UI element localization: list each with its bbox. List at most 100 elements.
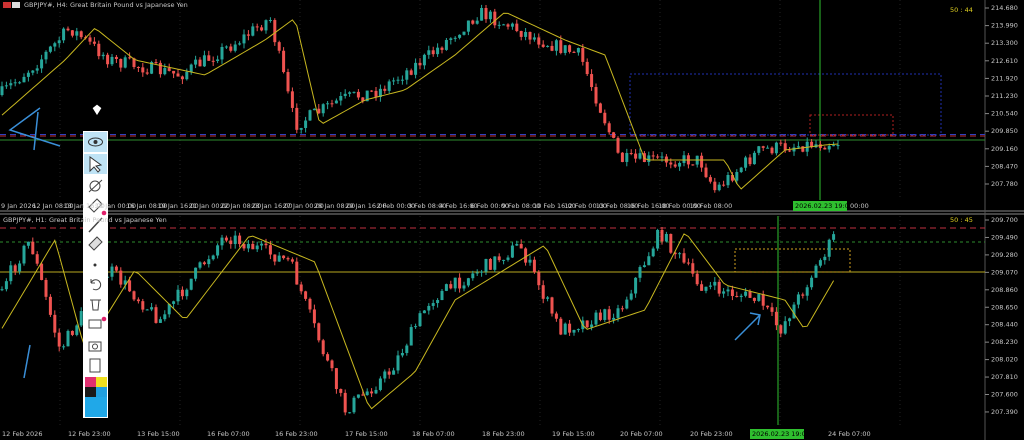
flag-icon	[12, 2, 20, 8]
price-label: 210.540	[991, 110, 1018, 118]
rectangle-object[interactable]	[734, 248, 851, 273]
candle-body	[748, 291, 752, 298]
candle-body	[22, 76, 26, 83]
candle-body	[524, 31, 528, 37]
price-label: 208.020	[991, 356, 1018, 364]
price-label: 207.600	[991, 391, 1018, 399]
price-label: 213.990	[991, 22, 1018, 30]
rectangle-object[interactable]	[809, 114, 894, 136]
candle-body	[700, 284, 704, 291]
candle-body	[427, 50, 431, 55]
candle-body	[53, 43, 57, 47]
color-swatch[interactable]	[96, 387, 107, 397]
candle-body	[132, 58, 136, 67]
candle-body	[722, 184, 726, 186]
candle-body	[444, 39, 448, 50]
candle-body	[603, 309, 607, 320]
clipboard-icon[interactable]	[89, 358, 101, 373]
candle-body	[647, 155, 651, 162]
candle-body	[158, 62, 162, 75]
candle-body	[585, 320, 589, 328]
time-label: 6 Feb 00:00	[471, 202, 510, 210]
candle-body	[176, 73, 180, 77]
moving-average	[1, 12, 839, 190]
trash-icon[interactable]	[90, 299, 101, 311]
candle-body	[783, 143, 787, 151]
candle-body	[185, 289, 189, 297]
candle-body	[44, 51, 48, 60]
candle-body	[814, 265, 818, 278]
candle-body	[40, 263, 44, 280]
candle-body	[352, 397, 356, 413]
price-label: 207.780	[991, 180, 1018, 188]
candle-body	[757, 146, 761, 153]
candle-body	[383, 371, 387, 379]
price-label: 207.390	[991, 408, 1018, 416]
candle-body	[295, 261, 299, 285]
candle-body	[220, 237, 224, 246]
candle-body	[713, 281, 717, 286]
pen-icon[interactable]	[91, 103, 103, 117]
candle-body	[356, 394, 360, 398]
candle-body	[616, 308, 620, 318]
candle-body	[801, 146, 805, 152]
candle-body	[550, 45, 554, 51]
color-swatch[interactable]	[85, 377, 96, 387]
color-swatch[interactable]	[96, 377, 107, 387]
candle-body	[735, 172, 739, 181]
candle-body	[387, 81, 391, 91]
time-label: 9 Feb 08:00	[502, 202, 541, 210]
candle-body	[365, 391, 369, 396]
undo-icon[interactable]	[90, 279, 102, 291]
rectangle-object[interactable]	[629, 73, 942, 136]
candle-body	[132, 291, 136, 300]
candle-body	[273, 254, 277, 262]
candle-body	[722, 291, 726, 294]
line-icon[interactable]	[88, 217, 103, 233]
candle-body	[180, 289, 184, 297]
cursor-icon	[89, 156, 103, 173]
candle-body	[660, 229, 664, 242]
price-label: 209.160	[991, 145, 1018, 153]
eraser-icon[interactable]	[88, 198, 103, 213]
candle-body	[629, 153, 633, 155]
candle-body	[22, 245, 26, 264]
candle-body	[326, 354, 330, 361]
candle-body	[788, 318, 792, 322]
candle-body	[48, 46, 52, 52]
candle-body	[766, 147, 770, 149]
candle-body	[136, 66, 140, 68]
color-swatch[interactable]	[85, 397, 107, 417]
candle-body	[330, 103, 334, 105]
candle-body	[832, 234, 836, 240]
candle-body	[497, 24, 501, 26]
candle-body	[620, 308, 624, 310]
candle-body	[660, 156, 664, 158]
camera-icon[interactable]	[88, 341, 102, 352]
candle-body	[79, 31, 83, 38]
candle-body	[528, 31, 532, 40]
candle-body	[678, 162, 682, 167]
drawing-stroke	[23, 344, 31, 379]
price-label: 209.850	[991, 127, 1018, 135]
candle-body	[502, 24, 506, 26]
candle-body	[57, 40, 61, 44]
candle-body	[295, 107, 299, 130]
candle-body	[251, 26, 255, 36]
candle-body	[348, 92, 352, 94]
candle-body	[194, 59, 198, 65]
eye-icon	[88, 137, 103, 147]
time-label: 13 Jan 16:00	[64, 202, 105, 210]
candle-body	[568, 323, 572, 333]
dot-icon[interactable]	[93, 263, 97, 267]
color-swatch[interactable]	[85, 387, 96, 397]
tool-icon[interactable]	[89, 180, 101, 192]
candle-body	[216, 245, 220, 256]
candle-body	[462, 31, 466, 35]
candle-body	[554, 40, 558, 51]
highlighter-icon[interactable]	[88, 236, 103, 251]
candle-body	[374, 90, 378, 97]
candle-body	[312, 108, 316, 111]
screen-icon[interactable]	[88, 319, 102, 329]
